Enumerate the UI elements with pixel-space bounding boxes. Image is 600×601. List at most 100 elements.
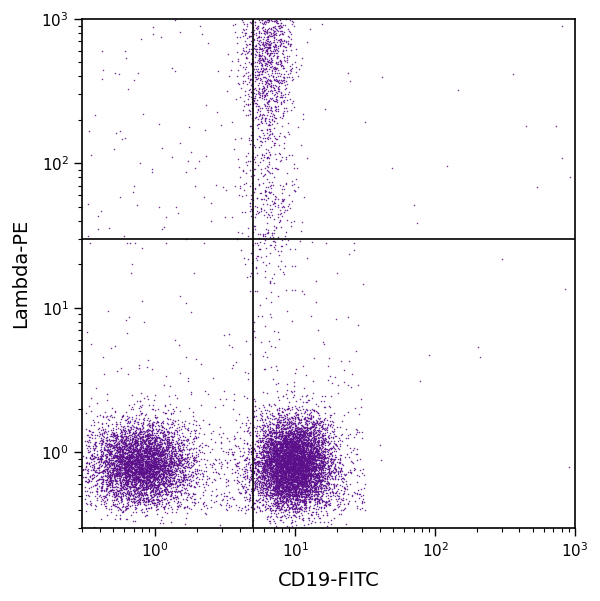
Point [111,476,121,486]
Point [281,439,291,449]
Point [107,454,116,463]
Point [262,484,271,494]
Point [125,432,134,442]
Point [305,451,315,460]
Point [158,453,168,463]
Point [236,489,245,498]
Point [301,481,310,491]
Point [127,477,137,487]
Point [287,471,297,480]
Point [285,496,295,505]
Point [290,456,299,466]
Point [304,452,313,462]
Point [257,125,266,135]
Point [303,445,313,455]
Point [316,476,326,486]
Point [284,450,294,459]
Point [275,429,285,439]
Point [298,438,307,448]
Point [284,436,293,445]
Point [154,488,164,498]
Point [128,444,138,454]
Point [326,416,335,426]
Point [301,481,311,491]
Point [274,453,284,462]
Point [293,483,303,493]
Point [279,482,289,492]
Point [266,53,276,63]
Point [251,432,260,441]
Point [282,475,292,484]
Point [148,483,158,493]
Point [276,60,286,70]
Point [283,447,293,457]
Point [275,474,285,483]
Point [293,468,303,478]
Point [116,474,125,484]
Point [97,430,107,440]
Point [156,486,166,496]
Point [272,432,281,442]
Point [294,448,304,457]
Point [305,475,315,485]
Point [283,443,292,453]
Point [298,468,307,477]
Point [142,446,152,456]
Point [96,453,106,463]
Point [259,426,269,436]
Point [160,429,170,439]
Point [284,466,294,475]
Point [98,435,108,444]
Point [123,475,133,484]
Point [209,459,218,469]
Point [133,445,143,455]
Point [143,456,153,466]
Point [149,433,158,442]
Point [290,498,300,508]
Point [248,68,257,78]
Point [310,463,319,473]
Point [262,457,271,467]
Point [261,470,271,480]
Point [292,483,302,492]
Point [131,423,141,432]
Point [163,445,172,455]
Point [160,446,170,456]
Point [123,456,133,466]
Point [159,486,169,495]
Point [297,421,307,431]
Point [275,468,285,477]
Point [268,96,278,105]
Point [262,461,272,471]
Point [126,448,136,457]
Point [146,439,155,448]
Point [169,456,179,465]
Point [290,510,299,520]
Point [289,472,299,482]
Point [132,448,142,458]
Point [269,478,278,487]
Point [293,427,302,436]
Point [301,397,311,407]
Point [101,457,111,466]
Point [290,464,300,474]
Point [136,457,145,467]
Point [244,422,254,432]
Point [294,511,304,521]
Point [303,483,313,492]
Point [317,476,326,486]
Point [119,439,129,449]
Point [119,442,129,451]
Point [274,470,283,480]
Point [312,487,322,496]
Point [103,469,112,478]
Point [140,457,149,467]
Point [98,481,107,491]
Point [323,474,332,484]
Point [338,490,348,499]
Point [288,442,298,452]
Point [271,106,281,116]
Point [145,479,155,489]
Point [254,461,264,471]
Point [283,469,293,478]
